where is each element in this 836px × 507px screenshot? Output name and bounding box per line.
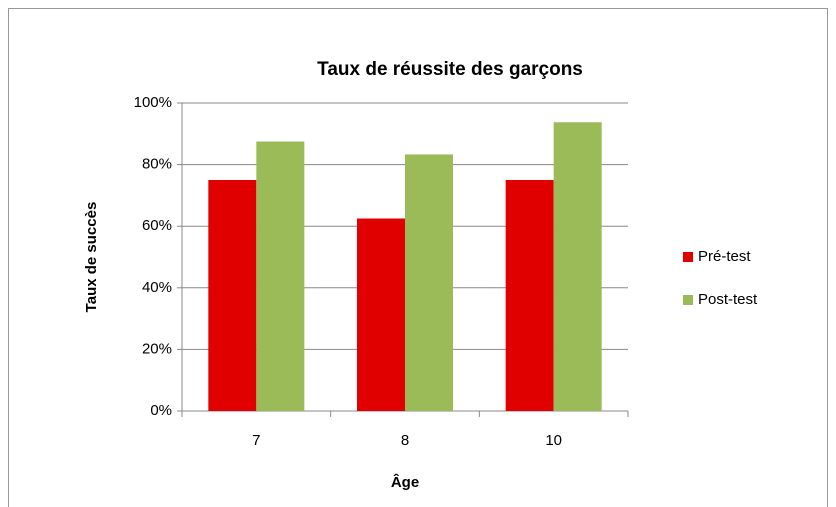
x-tick-label: 10 [545,432,562,449]
x-tick-label: 7 [252,432,260,449]
bar [357,218,405,411]
y-axis-title: Taux de succès [83,202,100,313]
y-tick-label: 40% [142,279,172,296]
legend-label: Pré-test [698,248,751,265]
y-tick-label: 60% [142,217,172,234]
legend-label: Post-test [698,291,758,308]
bar [505,180,554,411]
legend-swatch [683,295,693,305]
x-tick-label: 8 [401,432,409,449]
legend-swatch [683,252,693,262]
y-tick-label: 0% [150,402,172,419]
x-axis-title: Âge [391,473,419,491]
bar [256,141,305,411]
chart-title: Taux de réussite des garçons [317,59,583,80]
bar [208,180,257,411]
bar [553,122,602,411]
y-tick-label: 80% [142,156,172,173]
y-tick-label: 100% [134,94,172,111]
bar [405,154,453,411]
y-tick-label: 20% [142,340,172,357]
